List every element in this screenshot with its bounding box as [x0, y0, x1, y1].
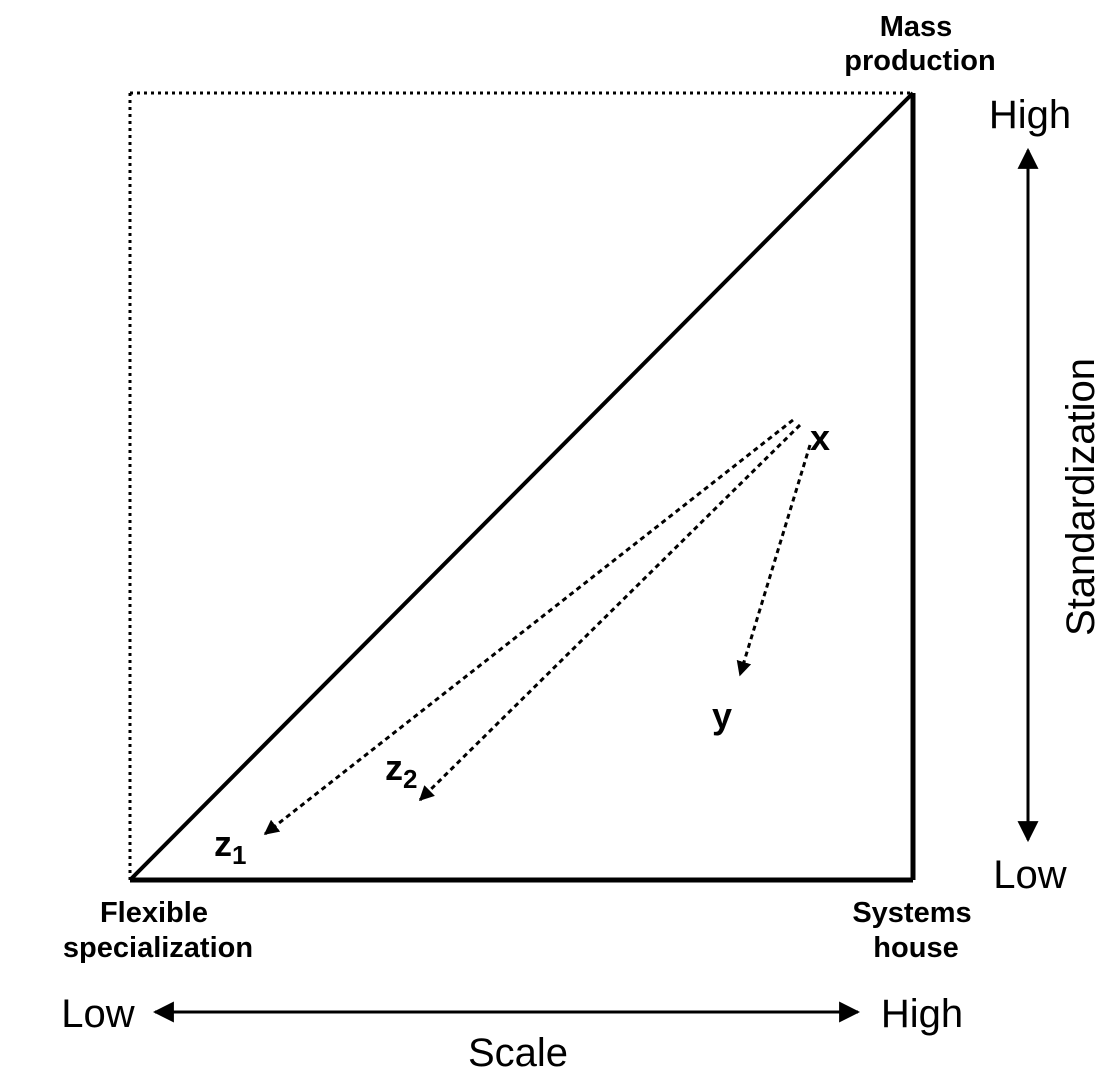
point-subscript: 1: [232, 840, 246, 870]
label-line: house: [873, 932, 958, 964]
point-subscript: 2: [403, 764, 417, 794]
label-line: Mass: [880, 11, 953, 43]
corner-label: Flexible specialization: [63, 897, 253, 964]
label-line: specialization: [63, 932, 253, 964]
axis-label: Scale: [468, 1031, 568, 1075]
point-label: z2: [385, 747, 417, 794]
axis-end-label: Low: [993, 853, 1066, 897]
path-arrow: [418, 423, 802, 802]
point-letter: z: [385, 747, 403, 788]
axis-end-label: High: [989, 93, 1071, 137]
corner-label: Mass production: [844, 11, 995, 77]
label-line: Systems: [852, 897, 971, 929]
diagonal: [128, 91, 915, 882]
axis-end-label: Low: [61, 992, 134, 1036]
point-label: x: [810, 417, 830, 458]
point-label: y: [712, 695, 732, 736]
corner-label: Systems house: [852, 897, 979, 964]
label-line: production: [844, 45, 995, 77]
axis-label: Standardization: [1059, 358, 1103, 636]
path-arrow: [263, 418, 794, 836]
axis-end-label: High: [881, 992, 963, 1036]
point-label: z1: [214, 823, 246, 870]
label-line: Flexible: [100, 897, 208, 929]
point-letter: z: [214, 823, 232, 864]
path-arrow: [736, 444, 812, 677]
